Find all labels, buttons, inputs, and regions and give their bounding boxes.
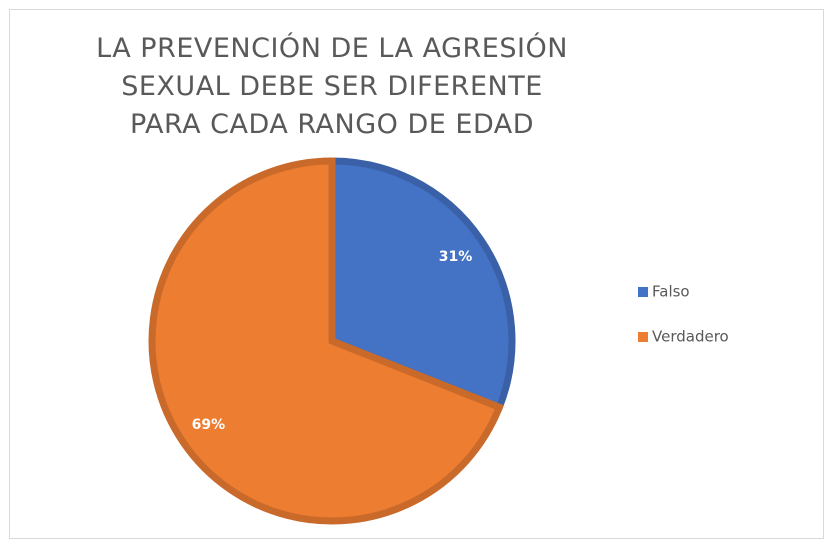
- legend-swatch: [638, 332, 648, 342]
- legend-label: Verdadero: [652, 328, 729, 346]
- data-label: 31%: [439, 249, 473, 265]
- pie-slice: [328, 157, 516, 412]
- data-label: 69%: [192, 417, 226, 433]
- legend-label: Falso: [652, 283, 690, 301]
- legend-swatch: [638, 287, 648, 297]
- pie-slice: [148, 157, 504, 525]
- chart-title: LA PREVENCIÓN DE LA AGRESIÓN SEXUAL DEBE…: [96, 33, 568, 140]
